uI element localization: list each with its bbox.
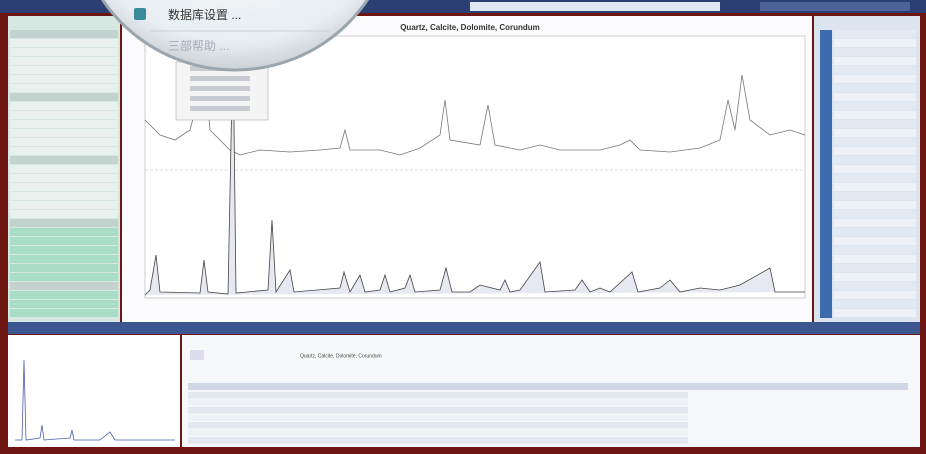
list-row (834, 147, 916, 155)
bottom-toolbar (8, 322, 920, 334)
table-row (188, 392, 688, 399)
list-row (10, 93, 118, 101)
list-row (834, 57, 916, 65)
table-row (188, 422, 688, 429)
list-row (10, 255, 118, 263)
list-row (834, 129, 916, 137)
table-row (188, 414, 688, 421)
list-row (10, 75, 118, 83)
list-row (834, 264, 916, 272)
menu-row (190, 96, 250, 101)
list-row (10, 237, 118, 245)
list-row (834, 309, 916, 317)
list-row (834, 48, 916, 56)
list-row (834, 156, 916, 164)
list-row (10, 300, 118, 308)
list-row (834, 228, 916, 236)
spectrum-line (144, 39, 805, 296)
list-row (834, 246, 916, 254)
list-row (834, 120, 916, 128)
list-row (834, 219, 916, 227)
thumbnail-line (15, 359, 175, 441)
list-row (834, 75, 916, 83)
menu-item[interactable]: 三部帮助 ... (168, 38, 229, 53)
list-row (834, 192, 916, 200)
list-row (10, 39, 118, 47)
list-row (10, 147, 118, 155)
thumbnail (8, 335, 180, 447)
scrollbar[interactable] (820, 30, 832, 318)
row-icon (190, 350, 204, 360)
list-row (10, 309, 118, 317)
menu-icon (134, 8, 146, 20)
list-row (834, 237, 916, 245)
list-row (834, 183, 916, 191)
toolbar (760, 2, 910, 11)
list-row (834, 255, 916, 263)
list-row (834, 84, 916, 92)
list-row (834, 93, 916, 101)
result-cell: Quartz, Calcite, Dolomite, Corundum (300, 353, 382, 359)
menu-row (190, 106, 250, 111)
list-row (10, 210, 118, 218)
spectrum-line (144, 59, 806, 156)
list-row (834, 138, 916, 146)
table-row (188, 399, 688, 406)
list-row (834, 165, 916, 173)
list-row (10, 273, 118, 281)
list-row (10, 66, 118, 74)
list-row (834, 291, 916, 299)
list-row (10, 174, 118, 182)
list-row (10, 228, 118, 236)
list-row (10, 57, 118, 65)
list-row (10, 219, 118, 227)
list-row (834, 39, 916, 47)
results-table (188, 383, 908, 444)
list-row (10, 246, 118, 254)
menu-row (190, 76, 250, 81)
list-row (834, 102, 916, 110)
list-row (834, 111, 916, 119)
list-row (10, 48, 118, 56)
list-row (834, 174, 916, 182)
list-row (10, 84, 118, 92)
list-row (834, 210, 916, 218)
table-row (188, 429, 688, 436)
menu-row (190, 86, 250, 91)
list-row (834, 66, 916, 74)
tab[interactable] (470, 2, 720, 11)
list-row (10, 111, 118, 119)
right-list (834, 30, 916, 317)
table-row (188, 407, 688, 414)
list-row (10, 183, 118, 191)
list-row (10, 30, 118, 38)
table-row (188, 437, 688, 444)
list-row (10, 192, 118, 200)
magnifier (100, 0, 370, 72)
list-row (10, 291, 118, 299)
list-row (10, 102, 118, 110)
list-row (834, 282, 916, 290)
list-row (10, 165, 118, 173)
menu-item[interactable]: 数据库设置 ... (168, 7, 241, 22)
list-row (10, 129, 118, 137)
list-row (10, 156, 118, 164)
list-row (10, 282, 118, 290)
table-header (188, 383, 908, 390)
list-row (10, 138, 118, 146)
list-row (834, 30, 916, 38)
list-row (834, 300, 916, 308)
list-row (10, 120, 118, 128)
list-row (834, 201, 916, 209)
chart-title: Quartz, Calcite, Dolomite, Corundum (400, 23, 540, 32)
list-row (10, 264, 118, 272)
list-row (834, 273, 916, 281)
list-row (10, 201, 118, 209)
left-list (10, 30, 118, 317)
